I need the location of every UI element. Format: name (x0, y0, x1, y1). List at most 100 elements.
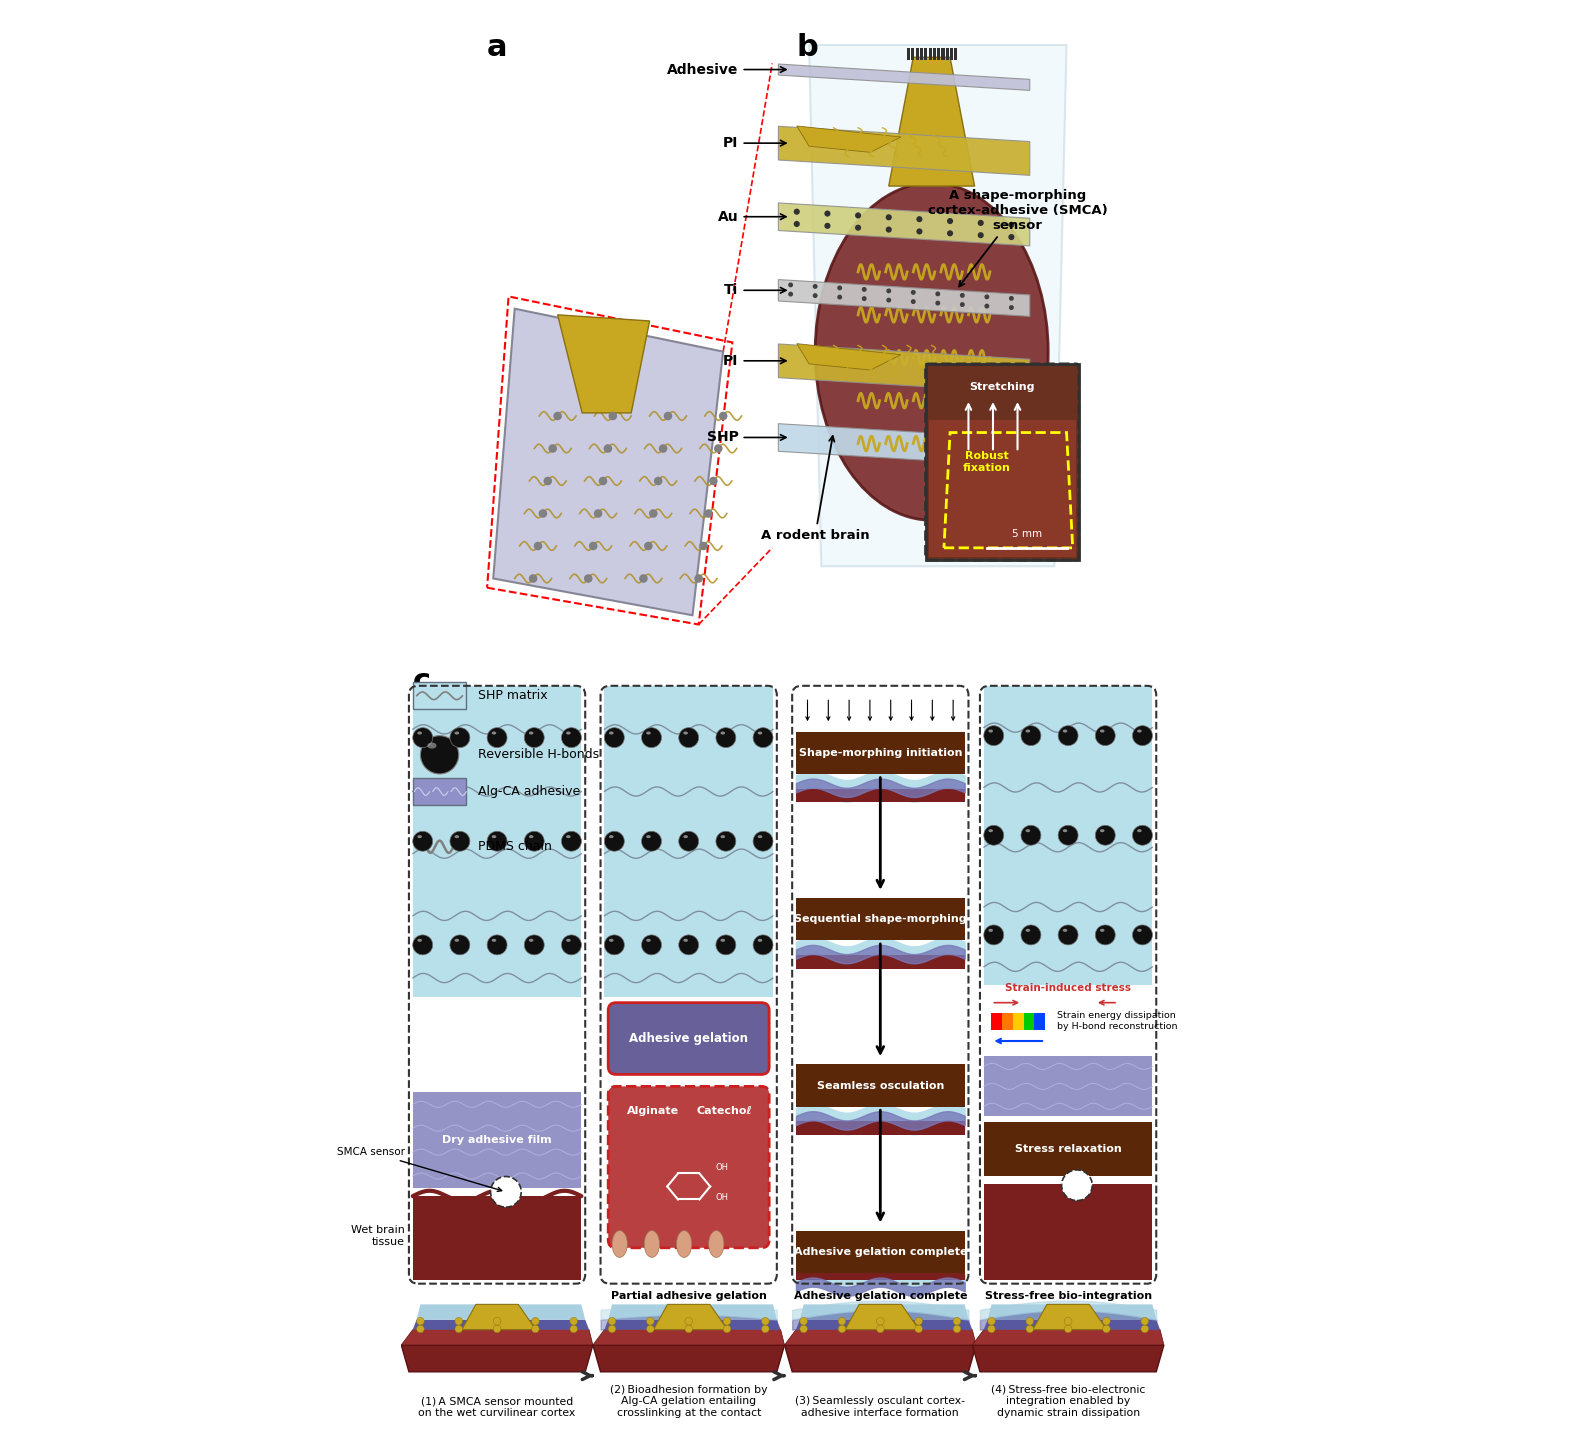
Circle shape (646, 1317, 654, 1325)
Ellipse shape (1138, 829, 1142, 833)
Ellipse shape (609, 731, 613, 735)
Circle shape (1064, 1317, 1072, 1325)
Circle shape (723, 1317, 731, 1325)
Circle shape (1103, 1317, 1111, 1325)
Polygon shape (810, 45, 1067, 566)
Polygon shape (778, 424, 1029, 467)
Bar (795, 955, 965, 969)
Bar (984, 1185, 1152, 1279)
Bar (951, 47, 952, 60)
Text: A rodent brain: A rodent brain (761, 437, 869, 541)
Polygon shape (778, 202, 1029, 246)
FancyBboxPatch shape (609, 1087, 769, 1248)
Ellipse shape (417, 836, 422, 839)
Circle shape (885, 227, 891, 233)
Circle shape (948, 218, 952, 224)
Text: SMCA sensor: SMCA sensor (337, 1147, 502, 1192)
Text: Adhesive: Adhesive (667, 63, 786, 76)
Text: (2) Bioadhesion formation by
Alg-CA gelation entailing
crosslinking at the conta: (2) Bioadhesion formation by Alg-CA gela… (610, 1384, 767, 1417)
Circle shape (1141, 1317, 1149, 1325)
Circle shape (524, 728, 544, 748)
Text: Alg-CA adhesive: Alg-CA adhesive (479, 785, 581, 798)
Circle shape (788, 292, 792, 297)
Circle shape (450, 728, 469, 748)
Bar (795, 788, 965, 803)
Circle shape (486, 728, 507, 748)
Ellipse shape (455, 836, 460, 839)
Text: Wet brain
tissue: Wet brain tissue (351, 1225, 405, 1246)
Ellipse shape (645, 1231, 659, 1258)
Circle shape (838, 286, 843, 290)
Bar (941, 47, 945, 60)
Ellipse shape (491, 836, 496, 839)
Circle shape (935, 292, 940, 296)
Ellipse shape (1100, 729, 1105, 732)
Circle shape (684, 1325, 692, 1333)
Circle shape (838, 294, 843, 300)
Circle shape (700, 541, 708, 550)
Circle shape (886, 297, 891, 303)
Circle shape (984, 294, 990, 299)
Polygon shape (797, 343, 901, 370)
Ellipse shape (1026, 829, 1031, 833)
Circle shape (493, 1317, 501, 1325)
Circle shape (855, 224, 861, 231)
Bar (929, 47, 932, 60)
Ellipse shape (566, 731, 571, 735)
Text: OH: OH (715, 1163, 728, 1172)
Text: Alginate: Alginate (628, 1106, 679, 1116)
Circle shape (1141, 1325, 1149, 1333)
Circle shape (549, 444, 557, 452)
Polygon shape (609, 1304, 777, 1320)
Ellipse shape (529, 731, 533, 735)
Circle shape (915, 1317, 923, 1325)
Circle shape (562, 831, 582, 852)
Ellipse shape (529, 939, 533, 942)
Text: SHP: SHP (706, 431, 786, 445)
Bar (1003, 1012, 1014, 1030)
Circle shape (761, 1325, 769, 1333)
Text: Stress relaxation: Stress relaxation (1015, 1144, 1122, 1155)
Circle shape (609, 1317, 617, 1325)
Circle shape (984, 925, 1004, 945)
Circle shape (604, 831, 624, 852)
Circle shape (1009, 221, 1015, 228)
Text: PI: PI (723, 353, 786, 368)
Circle shape (715, 935, 736, 955)
Circle shape (562, 935, 582, 955)
Bar (907, 47, 910, 60)
Circle shape (886, 289, 891, 293)
Polygon shape (557, 314, 650, 414)
Circle shape (788, 283, 792, 287)
Circle shape (723, 1325, 731, 1333)
Circle shape (719, 412, 728, 421)
Circle shape (645, 541, 653, 550)
Polygon shape (778, 65, 1029, 90)
Circle shape (570, 1325, 577, 1333)
Text: SHP matrix: SHP matrix (479, 689, 548, 702)
Text: Adhesive gelation complete: Adhesive gelation complete (794, 1246, 967, 1256)
Circle shape (877, 1325, 885, 1333)
Ellipse shape (455, 939, 460, 942)
Bar (937, 47, 940, 60)
Circle shape (679, 831, 698, 852)
Bar (413, 778, 466, 804)
Circle shape (704, 510, 712, 518)
Text: Stretching: Stretching (970, 382, 1036, 392)
Circle shape (455, 1325, 463, 1333)
Ellipse shape (758, 939, 763, 942)
Text: Strain energy dissipation
by H-bond reconstruction: Strain energy dissipation by H-bond reco… (1056, 1011, 1177, 1031)
Circle shape (543, 477, 552, 485)
Circle shape (861, 296, 866, 302)
Bar (413, 682, 466, 709)
Circle shape (916, 215, 923, 223)
Bar (795, 1261, 965, 1279)
Ellipse shape (758, 731, 763, 735)
Text: OH: OH (715, 1193, 728, 1202)
Circle shape (491, 1176, 521, 1208)
Polygon shape (888, 57, 974, 187)
Circle shape (1026, 1325, 1034, 1333)
Circle shape (417, 1325, 424, 1333)
Text: (3) Seamlessly osculant cortex-
adhesive interface formation: (3) Seamlessly osculant cortex- adhesive… (795, 1396, 965, 1417)
Ellipse shape (1062, 929, 1067, 932)
